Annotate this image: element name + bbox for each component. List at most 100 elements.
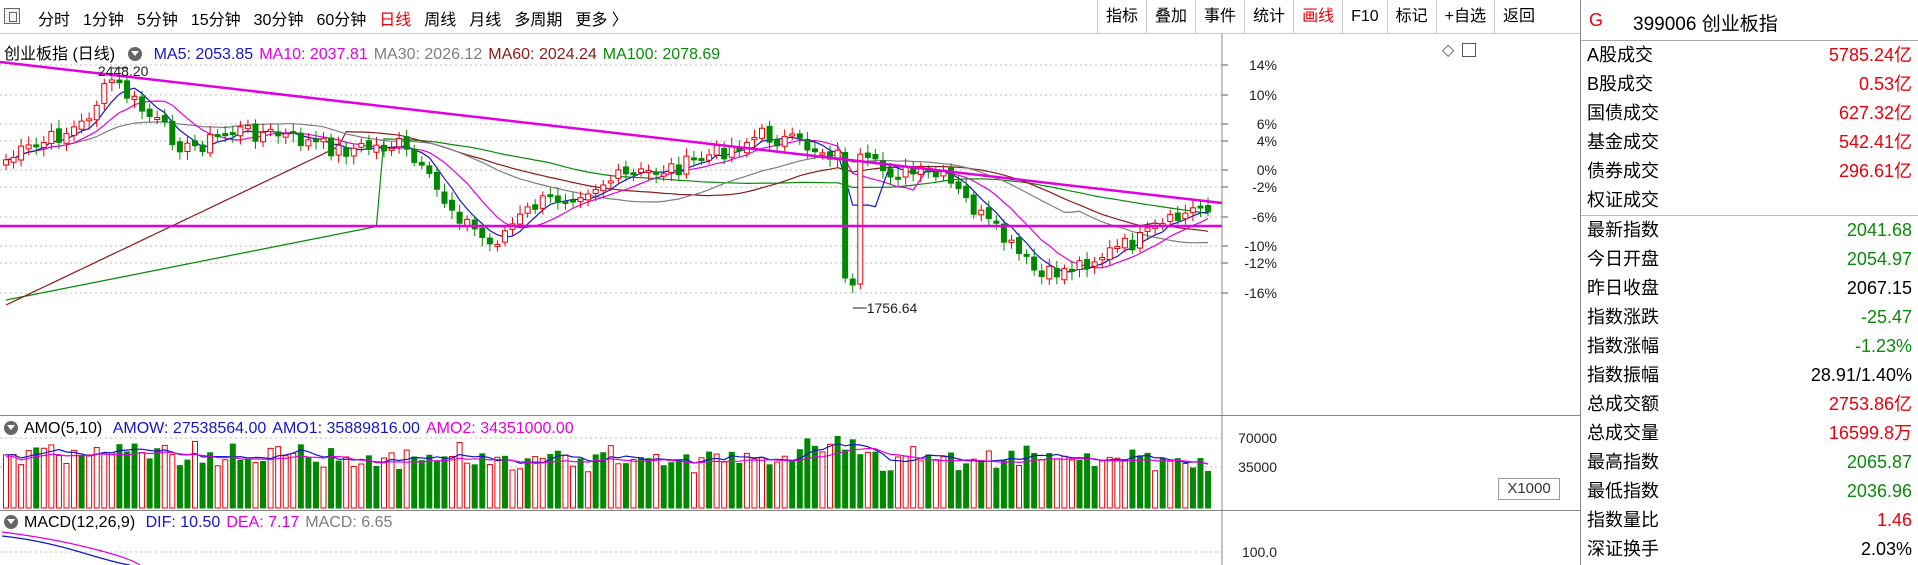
toolbar-button-4[interactable]: 画线 [1293, 0, 1342, 34]
volume-bar [1205, 470, 1212, 509]
candle-body [426, 165, 433, 175]
toolbar-button-7[interactable]: +自选 [1435, 0, 1494, 34]
toolbar-button-8[interactable]: 返回 [1494, 0, 1543, 34]
volume-bar [411, 456, 418, 509]
candle-body [214, 134, 221, 138]
volume-bar [71, 449, 78, 509]
candle-body [358, 142, 365, 148]
period-tab-6[interactable]: 日线 [379, 12, 412, 29]
diamond-icon[interactable]: ◇ [1442, 42, 1455, 59]
period-tab-9[interactable]: 多周期 [514, 12, 563, 29]
volume-bar [592, 454, 599, 509]
volume-bar [403, 449, 410, 509]
volume-bar [849, 439, 856, 509]
toolbar-button-2[interactable]: 事件 [1195, 0, 1244, 34]
candle-body [471, 219, 478, 230]
candle-body [290, 131, 297, 135]
quote-value: -1.23% [1854, 336, 1912, 356]
candle-body [55, 128, 62, 143]
volume-bar [3, 454, 9, 509]
candle-body [751, 136, 758, 141]
y-tick-label: 4% [1257, 133, 1277, 149]
volume-bar [25, 450, 32, 509]
candle-body [63, 133, 70, 144]
volume-bar [381, 457, 387, 509]
volume-bar [449, 456, 456, 509]
volume-bar [910, 446, 917, 509]
period-tab-7[interactable]: 周线 [424, 12, 457, 29]
volume-bar [842, 449, 849, 509]
volume-bar [252, 462, 259, 509]
candle-body [184, 142, 191, 153]
candle-body [562, 200, 569, 204]
candle-body [948, 167, 954, 184]
candle-body [494, 243, 501, 247]
candle-body [759, 127, 765, 139]
quote-label: 指数涨跌 [1587, 307, 1659, 327]
candle-body [373, 144, 380, 153]
candle-body [774, 138, 781, 147]
period-tab-1[interactable]: 1分钟 [83, 12, 124, 29]
volume-bar [1106, 456, 1113, 509]
volume-bar [199, 462, 206, 509]
toolbar-button-1[interactable]: 叠加 [1146, 0, 1195, 34]
period-tab-3[interactable]: 15分钟 [190, 12, 241, 29]
volume-bar [192, 440, 198, 509]
quote-row: 指数量比 1.46 [1581, 506, 1918, 535]
candle-body [40, 142, 47, 148]
quote-row: 最新指数 2041.68 [1581, 216, 1918, 245]
period-tab-10[interactable]: 更多 〉 [575, 12, 628, 29]
volume-bar [456, 441, 463, 509]
period-tab-0[interactable]: 分时 [38, 12, 71, 29]
period-tab-5[interactable]: 60分钟 [316, 12, 367, 29]
dropdown-icon[interactable] [4, 421, 18, 435]
candle-body [1189, 207, 1196, 214]
volume-bar [940, 456, 947, 509]
volume-bar [948, 452, 954, 509]
volume-bar [1038, 459, 1045, 509]
candle-body [1046, 265, 1053, 280]
candle-body [411, 148, 418, 163]
candle-body [1197, 205, 1204, 209]
period-tab-4[interactable]: 30分钟 [253, 12, 304, 29]
panel-toggle-icon[interactable] [4, 8, 20, 24]
volume-bar [433, 460, 440, 509]
dropdown-icon[interactable] [4, 515, 18, 529]
volume-bar [736, 462, 743, 509]
period-tab-2[interactable]: 5分钟 [136, 12, 178, 29]
volume-bar [1137, 455, 1143, 509]
candle-body [267, 128, 274, 132]
volume-bar [902, 455, 909, 509]
macd-values: DIF: 10.50 DEA: 7.17 MACD: 6.65 [140, 514, 393, 531]
volume-bar [721, 461, 728, 509]
y-tick-label: 10% [1249, 87, 1277, 103]
volume-bar [759, 457, 765, 509]
macd-legend-item-0: DIF: 10.50 [145, 514, 221, 531]
candle-body [517, 213, 524, 225]
dropdown-icon[interactable] [127, 47, 142, 61]
volume-bar [1167, 460, 1174, 509]
volume-bar [486, 464, 493, 509]
volume-bar [864, 451, 871, 509]
toolbar-button-5[interactable]: F10 [1342, 0, 1387, 34]
candle-body [260, 131, 267, 143]
period-tab-8[interactable]: 月线 [469, 12, 502, 29]
quote-row: 最低指数 2036.96 [1581, 477, 1918, 506]
toolbar-button-6[interactable]: 标记 [1386, 0, 1436, 34]
amo2-line [5, 447, 1209, 465]
volume-bar [222, 459, 229, 509]
quote-row: 总成交额 2753.86亿 [1581, 390, 1918, 419]
quote-row: 昨日收盘 2067.15 [1581, 274, 1918, 303]
index-code: 399006 [1633, 14, 1697, 35]
volume-bar [244, 459, 251, 509]
candle-body [71, 126, 78, 136]
window-icon[interactable] [1462, 43, 1477, 57]
volume-bar [638, 457, 645, 509]
candle-body [978, 209, 985, 216]
candle-body [1137, 231, 1143, 249]
kline-chart[interactable]: 14% 10% 6%4% 0%-2% -6% -10%-12% -16% 2448.20 175… [0, 0, 1580, 565]
toolbar-button-3[interactable]: 统计 [1244, 0, 1293, 34]
toolbar-button-0[interactable]: 指标 [1097, 0, 1146, 34]
candle-body [101, 83, 108, 104]
quote-value: 0.53亿 [1858, 74, 1912, 94]
